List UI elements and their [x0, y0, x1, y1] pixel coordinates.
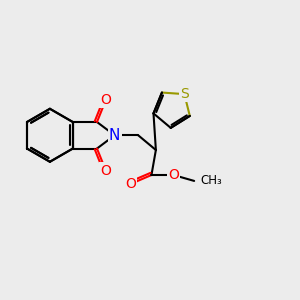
Text: S: S [180, 87, 189, 101]
Text: O: O [100, 164, 111, 178]
Text: N: N [109, 128, 120, 143]
Text: O: O [168, 168, 179, 182]
Text: O: O [100, 93, 111, 107]
Text: O: O [125, 177, 136, 191]
Text: CH₃: CH₃ [201, 174, 222, 188]
